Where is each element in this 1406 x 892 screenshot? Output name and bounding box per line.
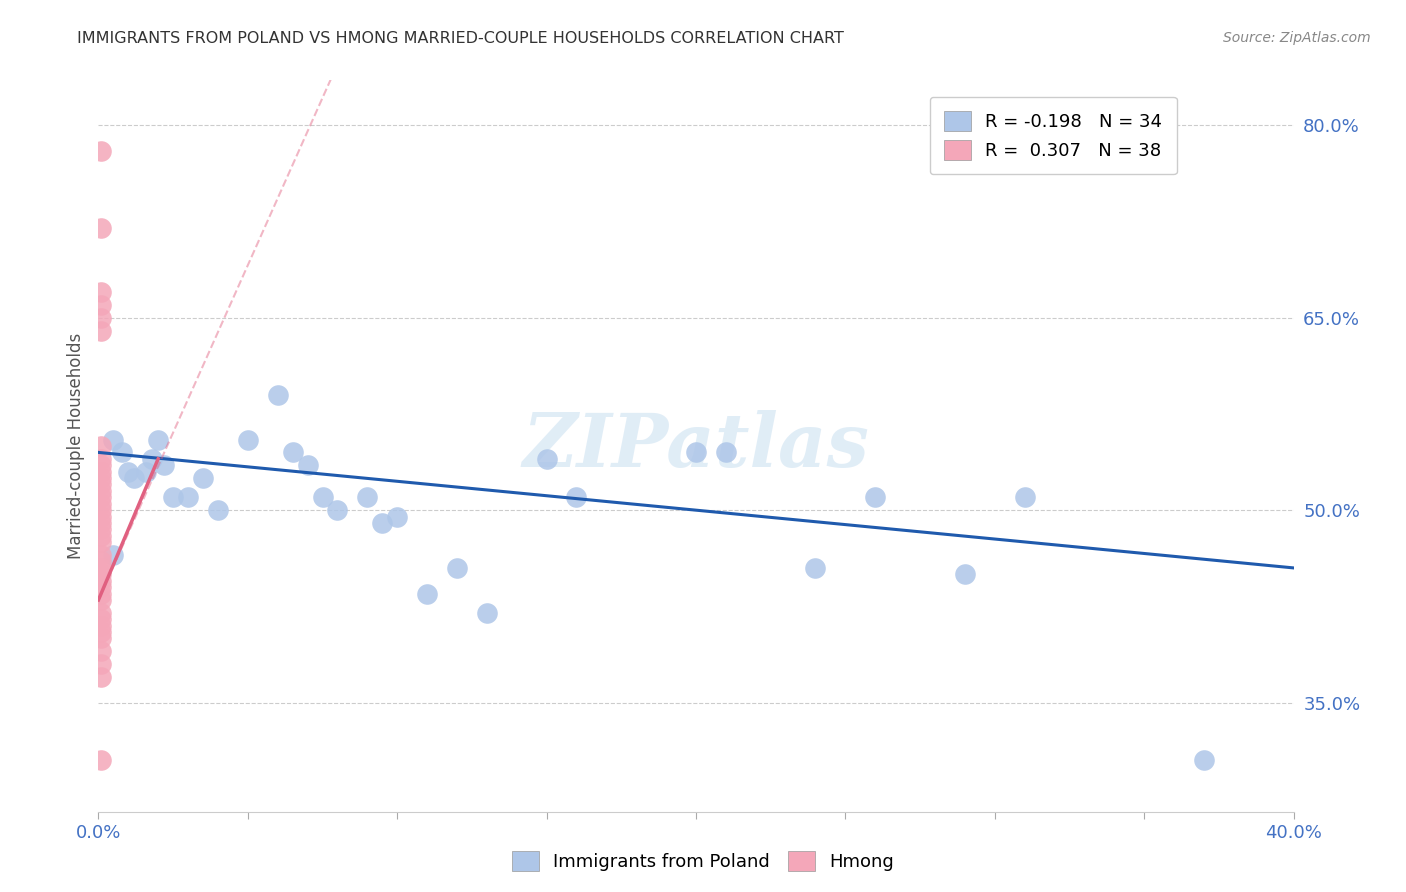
Point (90, 535, 112, 549)
Point (103, 548, 125, 562)
Point (90, 580, 112, 594)
Point (148, 433, 170, 447)
Point (90, 523, 112, 537)
Point (90, 451, 112, 466)
Point (90, 491, 112, 505)
Point (90, 586, 112, 600)
Point (90, 310, 112, 325)
Point (90, 439, 112, 453)
Point (90, 548, 112, 562)
Point (90, 477, 112, 491)
Point (281, 445, 304, 459)
Text: Source: ZipAtlas.com: Source: ZipAtlas.com (1223, 31, 1371, 45)
Point (90, 144, 112, 158)
Point (90, 503, 112, 517)
Point (326, 503, 349, 517)
Point (141, 451, 163, 466)
Point (117, 465, 139, 479)
Point (90, 670, 112, 684)
Point (103, 433, 125, 447)
Point (153, 458, 176, 473)
Point (90, 465, 112, 479)
Point (90, 497, 112, 511)
Point (565, 491, 588, 505)
Point (90, 644, 112, 658)
Point (416, 586, 439, 600)
Point (90, 593, 112, 607)
Point (90, 298, 112, 312)
Point (90, 471, 112, 485)
Point (1192, 753, 1215, 767)
Point (207, 503, 229, 517)
Y-axis label: Married-couple Households: Married-couple Households (66, 333, 84, 559)
Point (90, 285, 112, 299)
Point (90, 606, 112, 620)
Legend: R = -0.198   N = 34, R =  0.307   N = 38: R = -0.198 N = 34, R = 0.307 N = 38 (929, 96, 1177, 174)
Point (90, 753, 112, 767)
Point (90, 516, 112, 530)
Point (90, 554, 112, 568)
Point (90, 618, 112, 632)
Point (311, 491, 333, 505)
Point (90, 625, 112, 640)
Point (371, 516, 394, 530)
Point (90, 561, 112, 575)
Point (236, 433, 259, 447)
Point (90, 567, 112, 582)
Point (90, 509, 112, 524)
Point (90, 483, 112, 498)
Point (191, 471, 214, 485)
Point (90, 324, 112, 338)
Point (90, 458, 112, 473)
Point (135, 465, 157, 479)
Point (475, 606, 498, 620)
Point (356, 491, 378, 505)
Point (714, 445, 737, 459)
Point (385, 509, 409, 524)
Point (446, 561, 468, 575)
Point (90, 632, 112, 646)
Point (297, 458, 319, 473)
Point (685, 445, 707, 459)
Point (865, 491, 887, 505)
Point (90, 220, 112, 235)
Legend: Immigrants from Poland, Hmong: Immigrants from Poland, Hmong (505, 844, 901, 879)
Point (90, 529, 112, 543)
Point (177, 491, 200, 505)
Point (162, 491, 184, 505)
Point (90, 574, 112, 588)
Point (267, 387, 290, 401)
Point (953, 567, 976, 582)
Point (1014, 491, 1036, 505)
Point (90, 612, 112, 626)
Point (90, 657, 112, 672)
Point (536, 451, 558, 466)
Text: IMMIGRANTS FROM POLAND VS HMONG MARRIED-COUPLE HOUSEHOLDS CORRELATION CHART: IMMIGRANTS FROM POLAND VS HMONG MARRIED-… (77, 31, 844, 46)
Text: ZIPatlas: ZIPatlas (523, 409, 869, 483)
Point (804, 561, 827, 575)
Point (124, 471, 146, 485)
Point (111, 445, 134, 459)
